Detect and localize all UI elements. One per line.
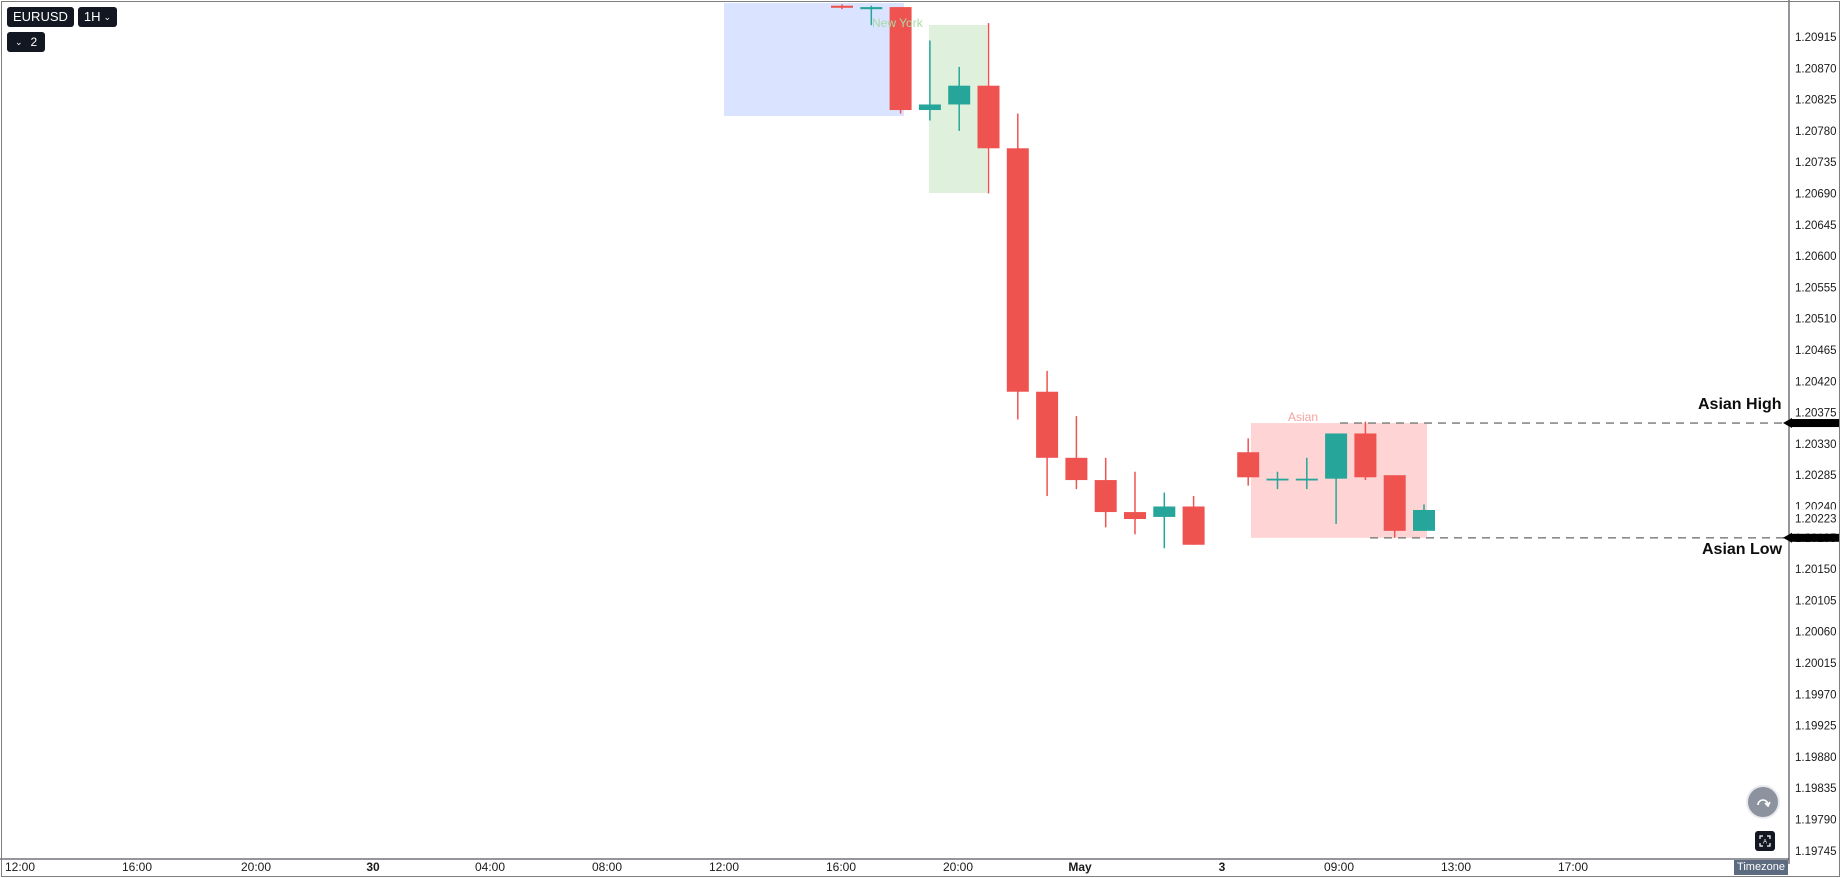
price-tick-label: 1.20510 xyxy=(1795,314,1837,326)
refresh-icon xyxy=(1757,799,1771,808)
price-tick-label: 1.20420 xyxy=(1795,376,1837,388)
price-tick-label: 1.19970 xyxy=(1795,689,1837,701)
price-tick-label: 1.20645 xyxy=(1795,220,1837,232)
timeframe-button[interactable]: 1H ⌄ xyxy=(77,7,118,27)
price-tick-label: 1.20825 xyxy=(1795,95,1837,107)
time-tick-label: 13:00 xyxy=(1441,860,1471,874)
candle-body[interactable] xyxy=(889,7,912,111)
time-tick-label: 09:00 xyxy=(1324,860,1354,874)
candle-body[interactable] xyxy=(1124,512,1146,520)
candle-body[interactable] xyxy=(1094,480,1117,513)
price-tick-label: 1.20735 xyxy=(1795,157,1837,169)
candle-body[interactable] xyxy=(1295,478,1318,481)
svg-text:A: A xyxy=(1763,840,1767,846)
price-tick-label: 1.19745 xyxy=(1795,846,1837,858)
layers-button[interactable]: ⌄ 2 xyxy=(7,32,46,52)
candle-body[interactable] xyxy=(1006,148,1029,392)
current-price-label: 1.20223 xyxy=(1795,513,1837,525)
timeframe-label: 1H xyxy=(83,9,101,24)
asian-high-label: Asian High xyxy=(1698,396,1782,413)
layers-count: 2 xyxy=(30,35,38,49)
chevron-down-icon: ⌄ xyxy=(15,37,23,47)
time-tick-label: 12:00 xyxy=(709,860,739,874)
level-arrow-icon xyxy=(1783,532,1792,543)
symbol-button[interactable]: EURUSD xyxy=(7,7,74,27)
auto-scale-button[interactable]: A xyxy=(1755,831,1775,851)
price-tick-label: 1.20015 xyxy=(1795,658,1837,670)
chevron-down-icon: ⌄ xyxy=(103,12,112,22)
candle-body[interactable] xyxy=(831,5,853,8)
candle-body[interactable] xyxy=(1354,433,1377,478)
price-tick-label: 1.20060 xyxy=(1795,627,1837,639)
candle-body[interactable] xyxy=(1036,391,1059,458)
price-tick-label: 1.20150 xyxy=(1795,564,1837,576)
price-tick-label: 1.20105 xyxy=(1795,595,1837,607)
scroll-to-realtime-button[interactable] xyxy=(1746,785,1780,819)
asian-session-label: Asian xyxy=(1288,410,1319,424)
price-tick-label: 1.20870 xyxy=(1795,63,1837,75)
price-tick-label: 1.20330 xyxy=(1795,439,1837,451)
time-tick-label: 12:00 xyxy=(5,860,35,874)
time-tick-label: 04:00 xyxy=(475,860,505,874)
asian-low-price-marker xyxy=(1791,533,1839,542)
candle-body[interactable] xyxy=(1325,433,1348,479)
time-tick-label: 16:00 xyxy=(826,860,856,874)
level-arrow-icon xyxy=(1783,418,1792,429)
price-tick-label: 1.19925 xyxy=(1795,721,1837,733)
price-tick-label: 1.20600 xyxy=(1795,251,1837,263)
newyork-session-box xyxy=(724,3,904,116)
price-tick-label: 1.19835 xyxy=(1795,783,1837,795)
candle-body[interactable] xyxy=(860,7,883,10)
candle-body[interactable] xyxy=(1413,509,1435,531)
symbol-label: EURUSD xyxy=(13,9,68,24)
candle-body[interactable] xyxy=(918,104,941,111)
time-tick-label: May xyxy=(1068,860,1092,874)
candle-body[interactable] xyxy=(1266,478,1289,481)
time-tick-label: 16:00 xyxy=(122,860,152,874)
time-tick-label: 20:00 xyxy=(241,860,271,874)
price-tick-label: 1.20690 xyxy=(1795,189,1837,201)
price-tick-label: 1.20375 xyxy=(1795,408,1837,420)
price-tick-label: 1.19790 xyxy=(1795,815,1837,827)
candle-body[interactable] xyxy=(977,85,1000,149)
candle-body[interactable] xyxy=(1383,475,1406,531)
candle-body[interactable] xyxy=(948,85,971,105)
asian-high-price-marker xyxy=(1791,419,1839,428)
price-tick-label: 1.20285 xyxy=(1795,470,1837,482)
current-price-badge xyxy=(1791,509,1839,528)
price-tick-label: 1.20555 xyxy=(1795,282,1837,294)
candle-body[interactable] xyxy=(1065,457,1088,481)
auto-scale-icon: A xyxy=(1759,835,1771,847)
timezone-button[interactable]: Timezone xyxy=(1734,860,1788,875)
time-tick-label: 30 xyxy=(366,860,380,874)
time-tick-label: 08:00 xyxy=(592,860,622,874)
newyork-session-label: New York xyxy=(872,16,923,30)
time-tick-label: 3 xyxy=(1219,860,1226,874)
price-tick-label: 1.19880 xyxy=(1795,752,1837,764)
time-tick-label: 20:00 xyxy=(943,860,973,874)
candle-body[interactable] xyxy=(1182,506,1205,545)
price-tick-label: 1.20465 xyxy=(1795,345,1837,357)
time-tick-label: 17:00 xyxy=(1558,860,1588,874)
price-tick-label: 1.20780 xyxy=(1795,126,1837,138)
top-toolbar: EURUSD 1H ⌄ xyxy=(7,7,118,27)
asian-low-label: Asian Low xyxy=(1702,541,1783,558)
candle-body[interactable] xyxy=(1237,452,1260,478)
candle-body[interactable] xyxy=(1153,506,1176,517)
price-tick-label: 1.20915 xyxy=(1795,32,1837,44)
